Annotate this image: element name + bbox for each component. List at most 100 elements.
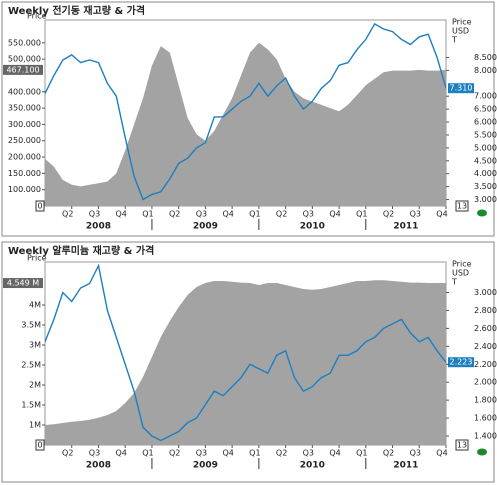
corner-label: 13 [457, 202, 467, 211]
y2-tick-label: 7.000 [474, 92, 497, 101]
quarter-label: Q4 [329, 449, 340, 458]
y-tick-label: 200.000 [8, 153, 41, 162]
y-tick-label: 350.000 [8, 104, 41, 113]
y2-tick-label: 5.500 [474, 130, 497, 139]
inventory-area [45, 280, 446, 445]
y2-tick-label: 1.800 [474, 396, 497, 405]
year-label: 2011 [393, 461, 418, 471]
last-value-label: 4.549 M [7, 279, 39, 288]
last-value-box [3, 278, 43, 289]
y-tick-label: 4M [29, 301, 41, 310]
year-label: 2008 [86, 222, 111, 232]
y2-tick-label: 4.000 [474, 169, 497, 178]
corner-box [35, 439, 45, 451]
corner-box [455, 200, 469, 212]
last-value-box [448, 83, 474, 94]
y2-tick-label: 6.000 [474, 118, 497, 127]
quarter-label: Q2 [383, 210, 394, 219]
quarter-label: Q1 [356, 210, 367, 219]
quarter-label: Q4 [116, 210, 127, 219]
quarter-label: Q4 [222, 210, 233, 219]
last-value-label: 467.100 [6, 65, 39, 74]
quarter-label: Q4 [329, 210, 340, 219]
y-tick-label: 1.5M [21, 401, 41, 410]
y2-tick-label: 5.000 [474, 143, 497, 152]
quarter-label: Q3 [89, 449, 100, 458]
right-axis-label: T [451, 278, 457, 287]
quarter-label: Q3 [303, 449, 314, 458]
quarter-label: Q4 [436, 210, 447, 219]
year-label: 2010 [300, 222, 325, 232]
quarter-label: Q1 [142, 210, 153, 219]
y-tick-label: 2.5M [21, 361, 41, 370]
corner-label: 13 [457, 441, 467, 450]
year-label: 2009 [193, 461, 218, 471]
corner-label: 0 [37, 441, 42, 450]
chart-panel: Weekly 알루미늄 재고량 & 가격 4.549 M 2.223 4M 3.5M 3M… [1, 241, 497, 483]
corner-label: 0 [37, 202, 42, 211]
last-value-label: 7.310 [450, 84, 473, 93]
quarter-label: Q2 [169, 449, 180, 458]
y-tick-label: 500,000 [8, 55, 41, 64]
quarter-label: Q2 [62, 449, 73, 458]
y-tick-label: 150.000 [8, 169, 41, 178]
y2-tick-label: 6.500 [474, 105, 497, 114]
quarter-label: Q1 [142, 449, 153, 458]
quarter-label: Q1 [249, 210, 260, 219]
y2-tick-label: 3.000 [474, 195, 497, 204]
quarter-label: Q2 [276, 449, 287, 458]
right-axis-label: Price [452, 260, 472, 269]
last-value-label: 2.223 [450, 358, 473, 367]
year-label: 2010 [300, 461, 325, 471]
y-tick-label: 3.5M [21, 321, 41, 330]
quarter-label: Q4 [436, 449, 447, 458]
y2-tick-label: 2.000 [474, 378, 497, 387]
last-value-box [3, 64, 43, 75]
y2-tick-label: 4.500 [474, 156, 497, 165]
quarter-label: Q2 [383, 449, 394, 458]
quarter-label: Q3 [196, 449, 207, 458]
corner-box [455, 439, 469, 451]
inventory-area [45, 42, 446, 206]
status-dot [477, 209, 487, 217]
quarter-label: Q3 [196, 210, 207, 219]
left-axis-label: Price [27, 12, 47, 21]
status-dot [477, 448, 487, 456]
y2-tick-label: 2.400 [474, 342, 497, 351]
y-tick-label: 400.000 [8, 87, 41, 96]
right-axis-label: T [451, 36, 457, 45]
y-tick-label: 300.000 [8, 120, 41, 129]
right-axis-label: Price [452, 18, 472, 27]
y2-tick-label: 3.000 [474, 288, 497, 297]
last-value-box [448, 357, 474, 368]
year-label: 2008 [86, 461, 111, 471]
corner-box [35, 200, 45, 212]
quarter-label: Q4 [116, 449, 127, 458]
chart-panel: Weekly 전기동 재고량 & 가격 467.100 7.310 550.000 50… [1, 1, 497, 237]
price-line [45, 22, 446, 201]
y2-tick-label: 8.000 [474, 66, 497, 75]
price-line [45, 263, 446, 442]
quarter-label: Q2 [62, 210, 73, 219]
quarter-label: Q2 [276, 210, 287, 219]
y2-tick-label: 2.600 [474, 324, 497, 333]
chart-title: Weekly 알루미늄 재고량 & 가격 [8, 244, 154, 257]
y-tick-label: 250.000 [8, 136, 41, 145]
y2-tick-label: 3.500 [474, 182, 497, 191]
quarter-label: Q1 [356, 449, 367, 458]
quarter-label: Q1 [249, 449, 260, 458]
y2-tick-label: 8.500 [474, 53, 497, 62]
quarter-label: Q3 [303, 210, 314, 219]
quarter-label: Q2 [169, 210, 180, 219]
y-tick-label: 550.000 [8, 38, 41, 47]
quarter-label: Q4 [222, 449, 233, 458]
y-tick-label: 100.000 [8, 185, 41, 194]
year-label: 2009 [193, 222, 218, 232]
year-label: 2011 [393, 222, 418, 232]
quarter-label: Q3 [410, 210, 421, 219]
y-tick-label: 3M [29, 341, 41, 350]
quarter-label: Q3 [410, 449, 421, 458]
y2-tick-label: 1.600 [474, 414, 497, 423]
right-axis-label: USD [452, 269, 469, 278]
